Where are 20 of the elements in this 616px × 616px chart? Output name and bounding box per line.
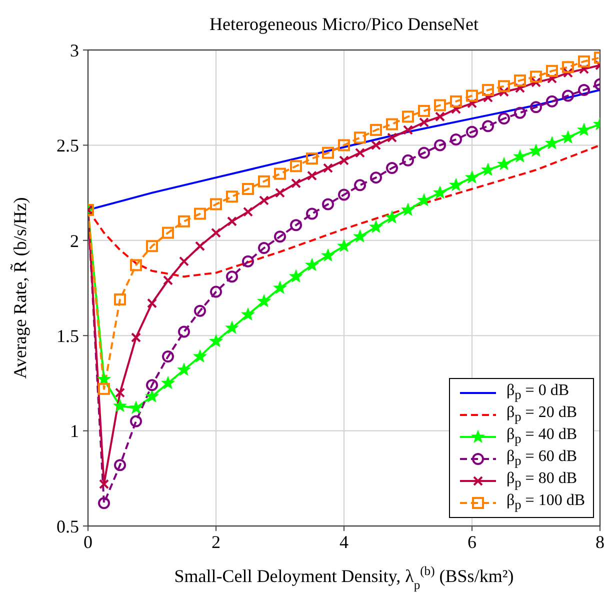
legend-label: β$_{p}$ = 20 dB [506, 404, 577, 426]
y-tick-label: 1.5 [56, 326, 79, 346]
legend-label: β$_{p}$ = 40 dB [506, 426, 577, 448]
legend-label: β$_{p}$ = 100 dB [506, 492, 585, 514]
x-tick-label: 4 [340, 532, 348, 552]
legend-label: β$_{p}$ = 0 dB [506, 382, 569, 404]
x-axis-title: Small-Cell Deloyment Density, λ$_{p}$$^{(b)}$ (BSs/km²) [174, 564, 514, 592]
x-tick-label: 6 [468, 532, 476, 552]
y-tick-label: 3 [70, 40, 79, 60]
y-axis-title: Average Rate, R̃ (b/s/Hz) [9, 197, 30, 379]
chart-title: Heterogeneous Micro/Pico DenseNet [208, 14, 480, 35]
y-tick-label: 2 [70, 230, 79, 251]
legend-label: β$_{p}$ = 80 dB [506, 470, 577, 492]
y-tick-label: 1 [70, 421, 79, 442]
x-tick-label: 0 [84, 532, 92, 552]
y-tick-label: 0.5 [56, 516, 79, 536]
x-tick-label: 2 [212, 532, 220, 552]
x-tick-label: 8 [596, 532, 604, 552]
y-tick-label: 2.5 [56, 136, 79, 156]
legend-label: β$_{p}$ = 60 dB [506, 448, 577, 470]
